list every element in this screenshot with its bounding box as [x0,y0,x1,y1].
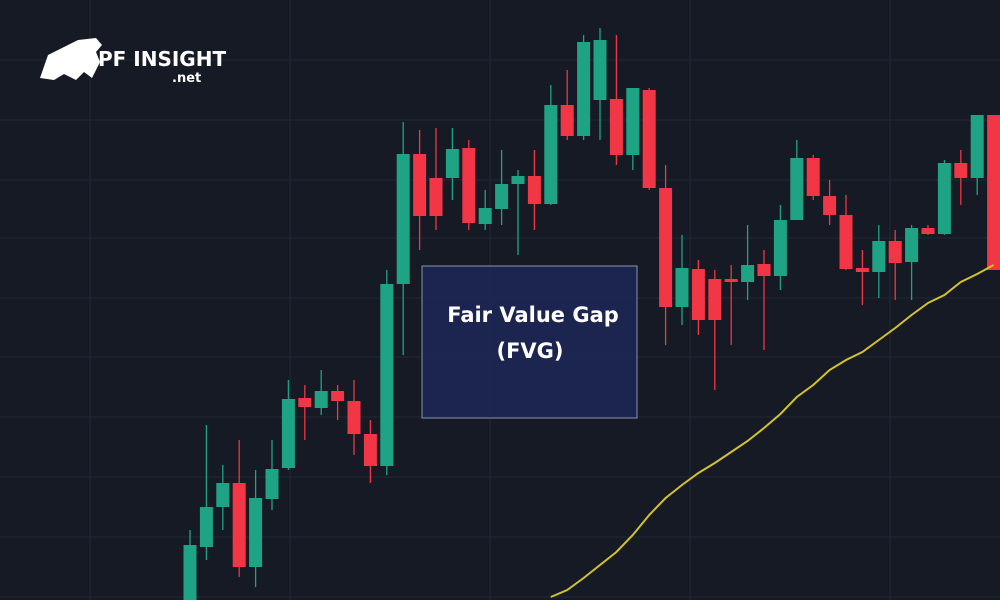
annotation: Fair Value Gap [447,303,619,327]
candle-body [937,163,951,234]
candle-body [314,391,328,408]
candle-body [511,176,525,184]
candle-body [331,391,345,401]
candle-body [757,264,771,276]
logo-name: PF INSIGHT [98,47,226,71]
candle-body [495,184,509,209]
candle-body [413,154,427,216]
candle-body [183,545,197,600]
fvg-box [421,265,638,419]
candle-body [773,220,787,276]
candle-body [560,105,574,136]
candle-body [691,269,705,320]
candle-body [970,115,984,178]
candle-body [380,284,394,466]
candle-body [790,158,804,220]
candle-body [724,279,738,282]
candle-body [478,208,492,224]
logo-domain: .net [172,71,201,86]
candle-body [199,507,213,547]
candle-body [347,401,361,434]
candle-body [527,176,541,204]
candle-body [806,158,820,196]
candle-body [839,215,853,269]
candle-body [855,268,869,272]
logo: PF INSIGHT .net [40,38,226,86]
candle-body [281,399,295,468]
candle-body [396,154,410,284]
candle-body [216,483,230,507]
candle-body [363,434,377,466]
candle-body [265,469,279,499]
candle-body [905,228,919,262]
candle-body [987,115,1000,270]
moving-average [550,264,995,598]
candle-body [249,498,263,567]
candle-body [954,163,968,178]
candle-body [445,149,459,178]
candle-body [741,265,755,282]
candle-body [823,196,837,215]
candle-body [593,40,607,100]
candle-body [462,148,476,223]
candle-body [609,99,623,155]
candle-body [544,105,558,204]
candle-body [675,268,689,307]
candle-body [298,398,312,407]
candles [183,28,1000,600]
candle-body [577,42,591,136]
candle-body [642,90,656,188]
candle-body [429,178,443,216]
annotation: (FVG) [496,339,563,363]
candle-body [872,241,886,272]
logo-icon [40,38,102,80]
candle-body [232,483,246,567]
candle-body [659,188,673,307]
candle-body [626,88,640,155]
candle-body [708,279,722,320]
candle-body [921,228,935,234]
candle-body [888,241,902,263]
